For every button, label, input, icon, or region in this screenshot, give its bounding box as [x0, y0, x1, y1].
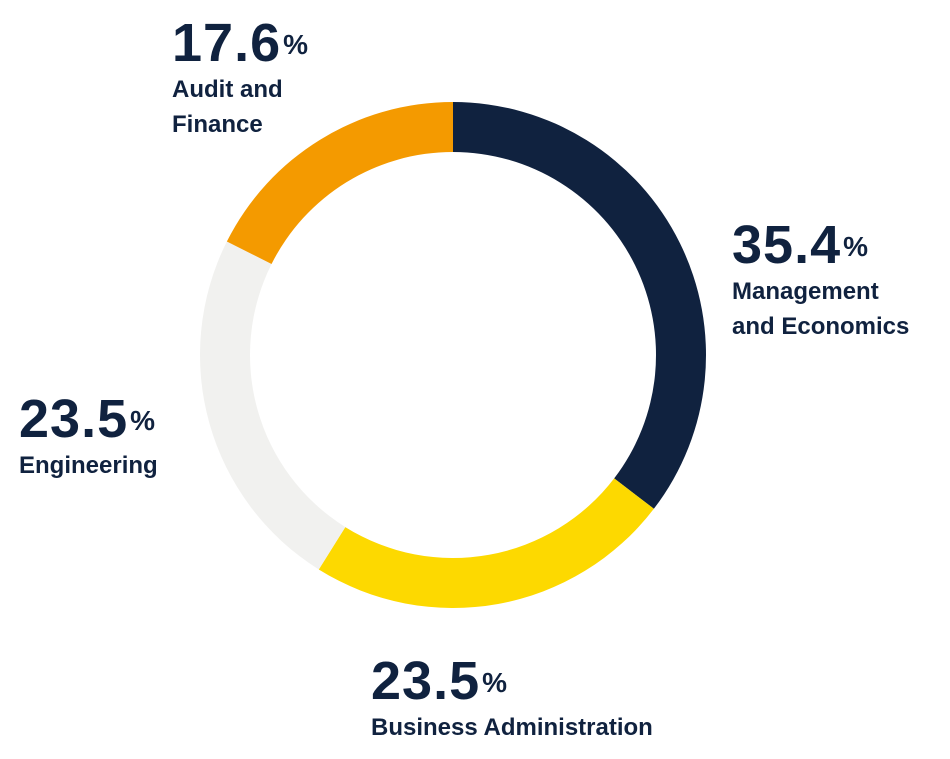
donut-slice-engineering	[200, 241, 346, 570]
slice-value-management: 35.4%	[732, 215, 870, 275]
slice-name-business: Business Administration	[371, 714, 653, 741]
slice-value-business: 23.5%	[371, 651, 509, 711]
slice-value-engineering: 23.5%	[19, 389, 157, 449]
donut-slice-audit	[226, 101, 453, 264]
slice-label-management: 35.4% Management and Economics	[732, 218, 909, 344]
slice-label-engineering: 23.5% Engineering	[19, 392, 158, 483]
slice-label-business: 23.5% Business Administration	[371, 654, 653, 745]
slice-name-engineering: Engineering	[19, 452, 158, 479]
slice-label-audit: 17.6% Audit and Finance	[172, 16, 309, 142]
donut-slice-business	[318, 478, 654, 609]
slice-name-audit: Audit and Finance	[172, 76, 283, 138]
donut-slice-management	[453, 102, 706, 509]
slice-value-audit: 17.6%	[172, 13, 310, 73]
slice-name-management: Management and Economics	[732, 278, 910, 340]
